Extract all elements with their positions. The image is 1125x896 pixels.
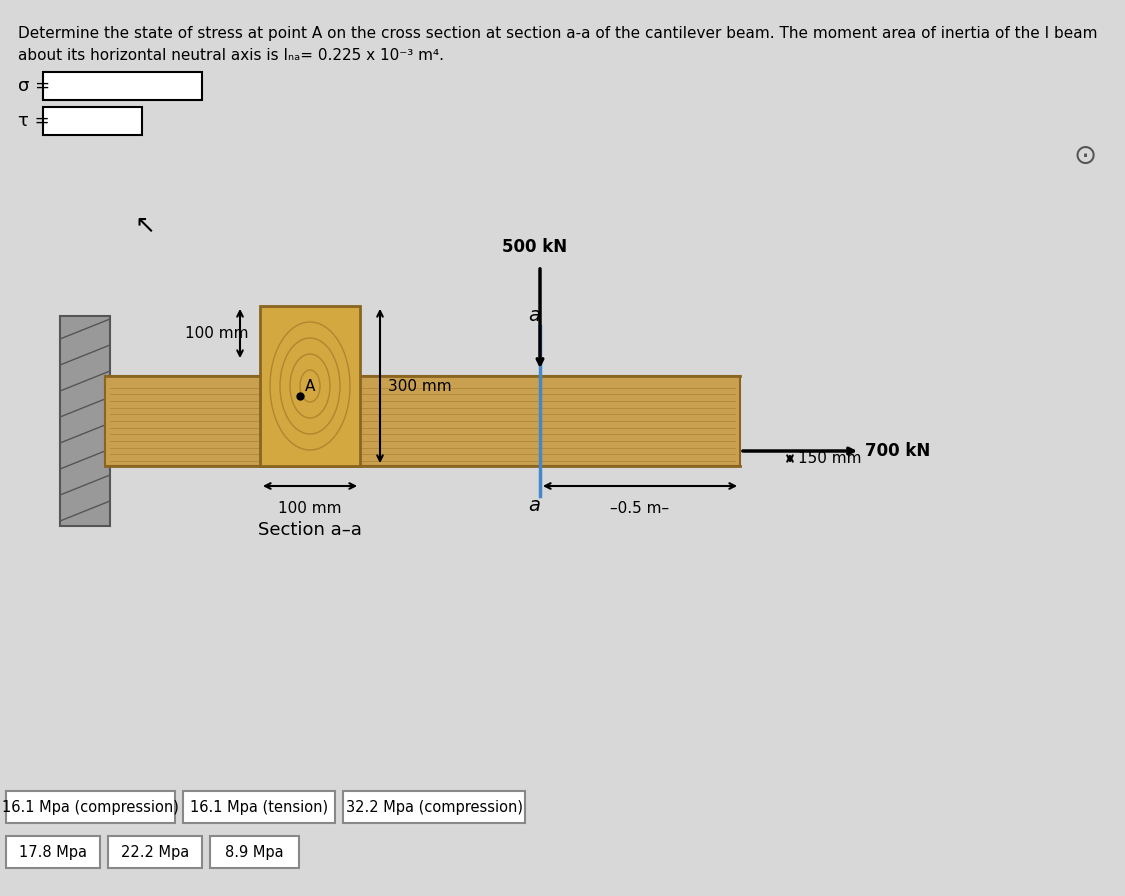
Text: 700 kN: 700 kN bbox=[865, 442, 930, 460]
Text: 16.1 Mpa (tension): 16.1 Mpa (tension) bbox=[190, 799, 328, 814]
Text: 300 mm: 300 mm bbox=[388, 378, 451, 393]
FancyBboxPatch shape bbox=[6, 791, 176, 823]
Text: 32.2 Mpa (compression): 32.2 Mpa (compression) bbox=[345, 799, 522, 814]
Text: A: A bbox=[305, 379, 315, 394]
FancyBboxPatch shape bbox=[43, 72, 202, 100]
Text: 100 mm: 100 mm bbox=[184, 325, 249, 340]
Text: 17.8 Mpa: 17.8 Mpa bbox=[19, 845, 87, 859]
FancyBboxPatch shape bbox=[6, 836, 100, 868]
FancyBboxPatch shape bbox=[343, 791, 525, 823]
FancyBboxPatch shape bbox=[210, 836, 299, 868]
Text: ⊙: ⊙ bbox=[1073, 142, 1097, 170]
Text: 500 kN: 500 kN bbox=[503, 238, 568, 256]
Text: 8.9 Mpa: 8.9 Mpa bbox=[225, 845, 284, 859]
Text: 16.1 Mpa (compression): 16.1 Mpa (compression) bbox=[2, 799, 179, 814]
Text: Section a–a: Section a–a bbox=[258, 521, 362, 539]
FancyBboxPatch shape bbox=[108, 836, 202, 868]
Bar bbox=[260, 306, 360, 466]
Text: about its horizontal neutral axis is Iₙₐ= 0.225 x 10⁻³ m⁴.: about its horizontal neutral axis is Iₙₐ… bbox=[18, 48, 444, 63]
Bar bbox=[105, 376, 740, 466]
Text: a: a bbox=[528, 306, 540, 325]
Text: 150 mm: 150 mm bbox=[798, 451, 862, 466]
Text: 100 mm: 100 mm bbox=[278, 501, 342, 516]
Text: a: a bbox=[528, 496, 540, 515]
FancyBboxPatch shape bbox=[43, 107, 142, 135]
FancyBboxPatch shape bbox=[183, 791, 335, 823]
Text: τ =: τ = bbox=[18, 112, 50, 130]
Bar bbox=[60, 316, 110, 526]
Text: ↖: ↖ bbox=[135, 214, 155, 238]
Text: Determine the state of stress at point A on the cross section at section a-a of : Determine the state of stress at point A… bbox=[18, 26, 1098, 41]
Text: –0.5 m–: –0.5 m– bbox=[611, 501, 669, 516]
Text: 22.2 Mpa: 22.2 Mpa bbox=[120, 845, 189, 859]
Text: σ =: σ = bbox=[18, 77, 51, 95]
